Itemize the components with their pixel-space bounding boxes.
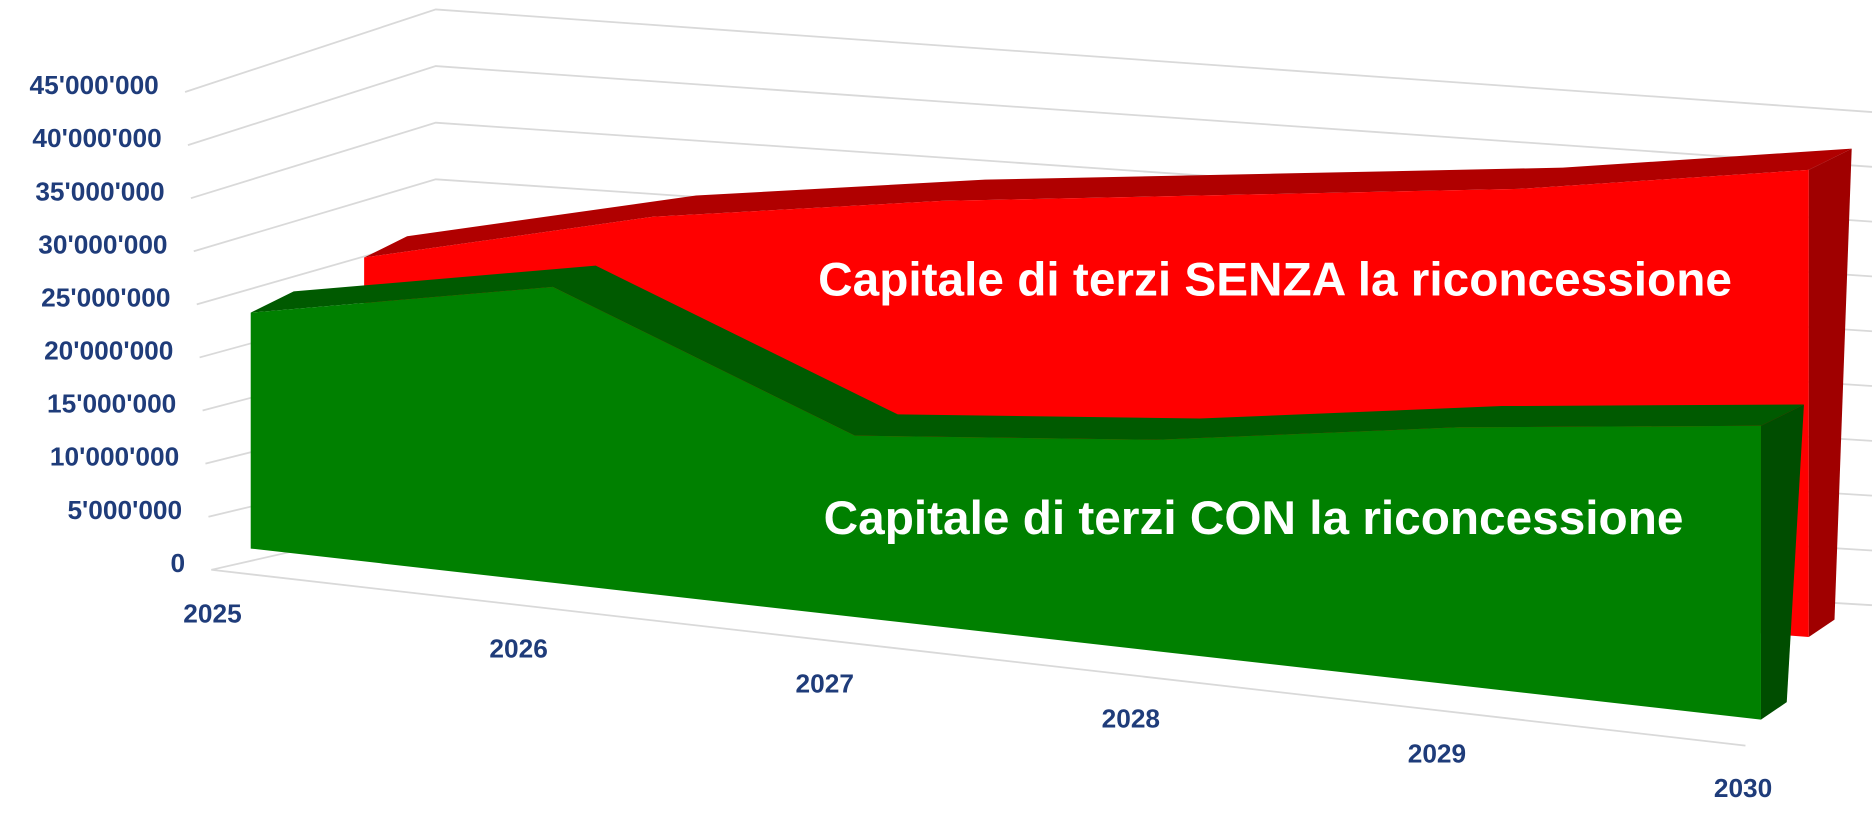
area [250,286,1761,720]
y-tick-label: 35'000'000 [35,176,164,206]
grid-line [184,8,1872,113]
floor-edge [211,568,1746,747]
grid-line [187,65,1872,168]
y-tick-label: 25'000'000 [41,283,170,313]
y-tick-label: 5'000'000 [67,495,182,525]
area-side [1760,404,1804,720]
x-tick-label: 2030 [1714,773,1772,803]
y-tick-label: 45'000'000 [30,70,159,100]
series-label: Capitale di terzi CON la riconcessione [824,492,1684,545]
series-label: Capitale di terzi SENZA la riconcessione [818,254,1732,307]
y-tick-label: 30'000'000 [38,230,167,260]
x-tick-label: 2028 [1102,704,1160,734]
y-tick-label: 10'000'000 [50,442,179,472]
area-top [250,265,1804,440]
y-tick-label: 0 [170,548,185,578]
y-tick-label: 20'000'000 [44,336,173,366]
x-tick-label: 2025 [183,599,241,629]
area-side [1808,148,1852,638]
y-tick-label: 15'000'000 [47,389,176,419]
x-tick-label: 2027 [796,669,854,699]
x-tick-label: 2029 [1408,738,1466,768]
area-top [364,148,1852,258]
x-tick-label: 2026 [489,634,547,664]
y-tick-label: 40'000'000 [32,123,161,153]
